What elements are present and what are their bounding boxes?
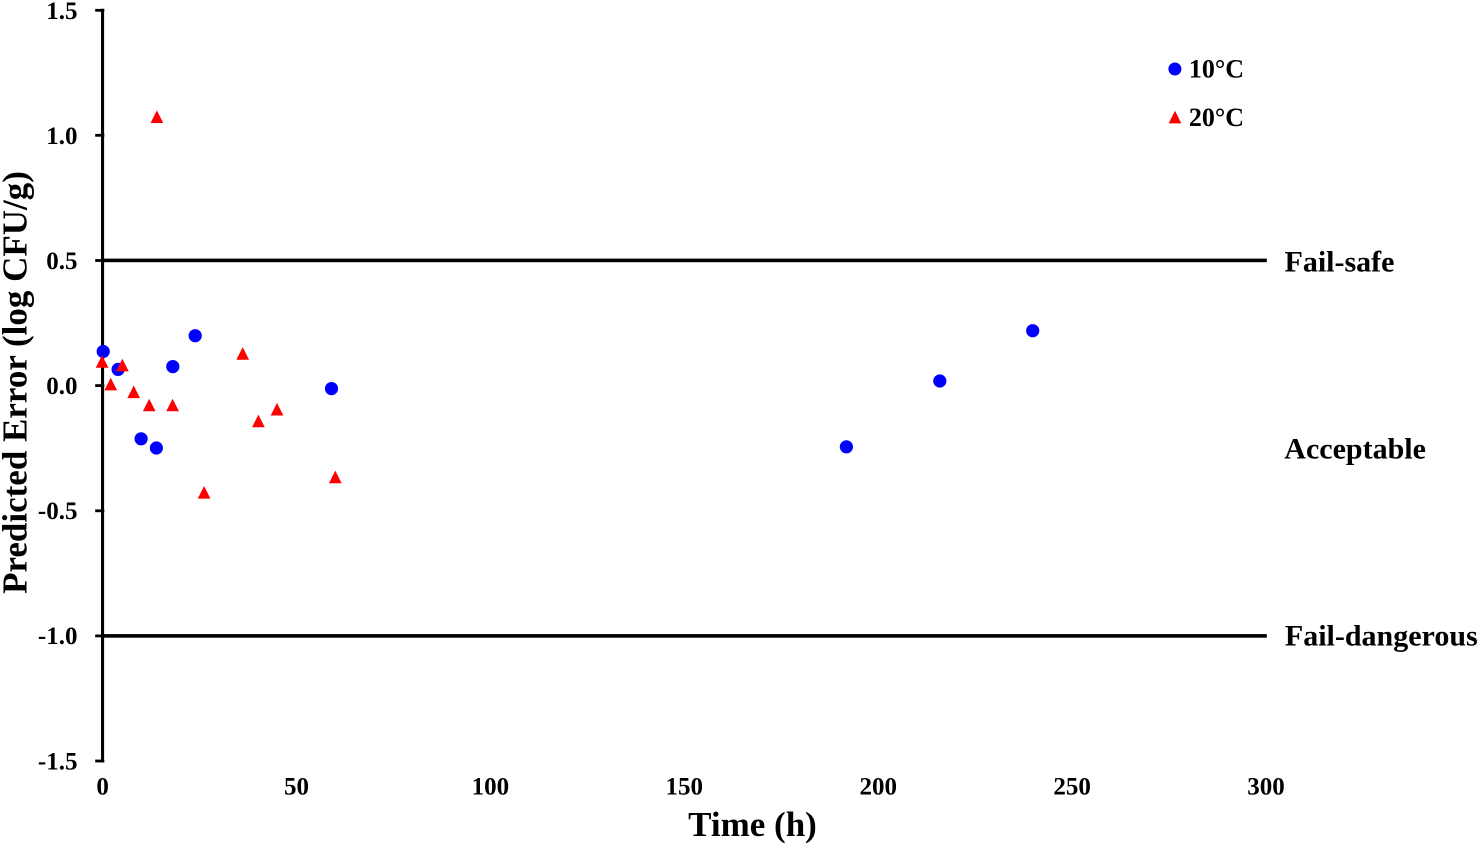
svg-text:10°C: 10°C: [1189, 55, 1244, 84]
svg-text:Time (h): Time (h): [688, 805, 817, 844]
svg-text:Acceptable: Acceptable: [1284, 432, 1426, 465]
svg-text:300: 300: [1247, 774, 1285, 801]
svg-text:Fail-safe: Fail-safe: [1285, 245, 1395, 278]
svg-text:200: 200: [859, 774, 897, 801]
svg-text:100: 100: [472, 774, 510, 801]
svg-text:-0.5: -0.5: [38, 498, 78, 525]
svg-text:-1.0: -1.0: [38, 623, 78, 650]
svg-text:Predicted Error (log CFU/g): Predicted Error (log CFU/g): [0, 171, 35, 594]
svg-text:50: 50: [284, 774, 309, 801]
svg-text:20°C: 20°C: [1189, 103, 1244, 132]
svg-text:1.5: 1.5: [46, 0, 77, 25]
svg-text:-1.5: -1.5: [38, 748, 78, 775]
svg-text:0.0: 0.0: [46, 373, 77, 400]
svg-text:250: 250: [1053, 774, 1091, 801]
svg-text:0: 0: [96, 774, 109, 801]
svg-text:150: 150: [666, 774, 704, 801]
svg-text:Fail-dangerous: Fail-dangerous: [1285, 620, 1478, 653]
svg-text:0.5: 0.5: [46, 248, 77, 275]
svg-text:1.0: 1.0: [46, 123, 77, 150]
